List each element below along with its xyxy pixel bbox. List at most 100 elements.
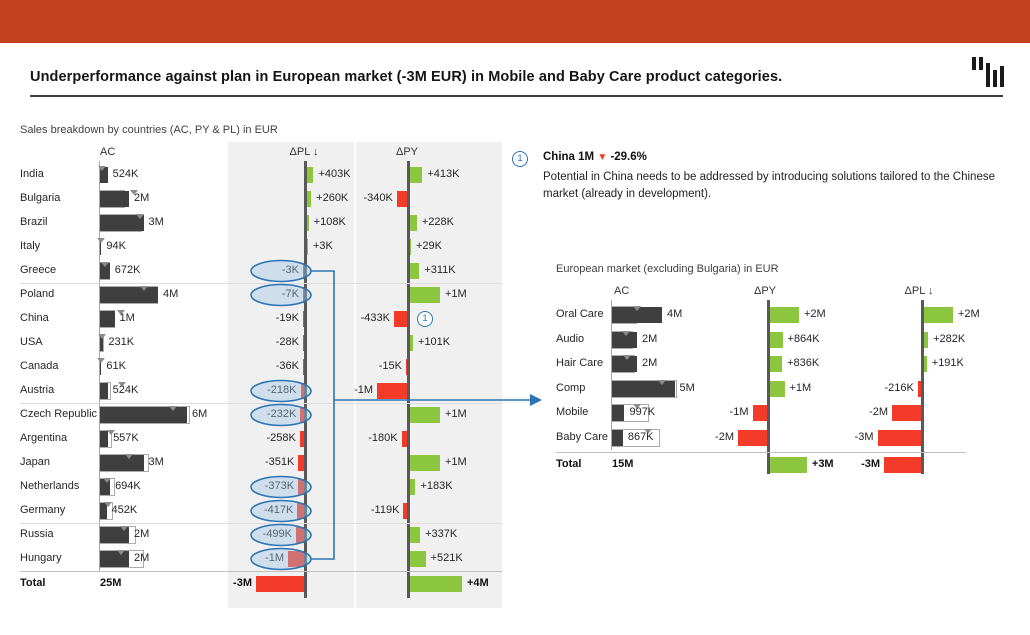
ac-value-label: 524K (112, 168, 139, 180)
delta-value-label: +836K (787, 357, 820, 369)
negative-delta-bar (299, 431, 304, 447)
detail-chart-title: European market (excluding Bulgaria) in … (556, 263, 779, 275)
actual-bar (612, 429, 623, 446)
py-marker-icon (97, 358, 106, 363)
py-marker-icon (106, 430, 115, 435)
delta-value-label: -2M (715, 430, 734, 443)
ac-value-label: 4M (667, 308, 683, 320)
column-header-dpl: ΔPL ↓ (289, 146, 319, 158)
delta-value-label: -3M (854, 430, 874, 443)
actual-bar (100, 239, 102, 255)
actual-bar (100, 359, 102, 375)
ac-value-label: 6M (192, 408, 208, 420)
page-title: Underperformance against plan in Europea… (30, 69, 783, 85)
positive-delta-bar (770, 356, 783, 372)
row-label: Austria (20, 384, 55, 396)
delta-value-label: +403K (318, 168, 351, 180)
detail-dpy-axis (767, 300, 770, 474)
delta-value-label: +183K (420, 480, 453, 492)
py-marker-icon (129, 190, 138, 195)
row-label: Mobile (556, 406, 589, 418)
group-separator (20, 403, 502, 404)
negative-delta-bar (877, 429, 921, 446)
ac-value-label: 997K (629, 406, 656, 418)
row-label: Oral Care (556, 308, 604, 320)
column-header-dpy: ΔPY (395, 146, 419, 158)
row-label: Hair Care (556, 357, 604, 369)
delta-value-label: +1M (445, 456, 467, 468)
positive-delta-bar (307, 239, 308, 255)
py-marker-icon (104, 502, 113, 507)
title-divider (30, 95, 1003, 97)
py-marker-icon (168, 406, 177, 411)
row-label: Netherlands (20, 480, 80, 492)
row-label: Italy (20, 240, 41, 252)
header-accent-bar (0, 0, 1030, 43)
ac-value-label: 694K (115, 480, 141, 492)
delta-value-label: -180K (368, 432, 398, 444)
detail-total-separator (556, 452, 966, 453)
delta-value-label: -15K (378, 360, 402, 372)
delta-value-label: +4M (467, 577, 489, 589)
delta-value-label: +413K (427, 168, 460, 180)
positive-delta-bar (307, 167, 314, 183)
row-label: China (20, 312, 49, 324)
py-marker-icon (97, 166, 106, 171)
delta-value-label: +1M (445, 408, 467, 420)
actual-bar (100, 215, 144, 231)
negative-delta-bar (288, 551, 304, 567)
annotation-headline: China 1M ▼ -29.6% (543, 151, 647, 163)
negative-delta-bar (303, 359, 304, 375)
negative-delta-bar (300, 407, 304, 423)
delta-value-label: +1M (789, 381, 812, 394)
actual-bar (100, 191, 129, 207)
positive-delta-bar (307, 191, 312, 207)
delta-value-label: -433K (360, 312, 390, 324)
negative-delta-bar (296, 527, 304, 543)
total-ac-label: 25M (100, 577, 122, 589)
positive-delta-bar (410, 479, 416, 495)
delta-value-label: +101K (418, 336, 451, 348)
detail-dpl-axis (921, 300, 924, 474)
ac-value-label: 2M (134, 192, 150, 204)
delta-value-label: -3M (233, 577, 252, 589)
dpl-axis (304, 161, 307, 598)
dpy-axis (407, 161, 410, 598)
actual-bar (100, 527, 129, 543)
delta-value-label: -3M (861, 458, 881, 470)
delta-value-label: -119K (370, 504, 400, 516)
row-label: Czech Republic (20, 408, 98, 420)
delta-value-label: -19K (275, 312, 299, 324)
annotation-body: Potential in China needs to be addressed… (543, 171, 995, 201)
py-marker-icon (632, 404, 641, 409)
positive-delta-bar (410, 167, 423, 183)
delta-value-label: -218K (267, 384, 297, 396)
delta-value-label: +2M (958, 308, 980, 320)
actual-bar (100, 335, 104, 351)
actual-bar (612, 356, 637, 372)
zebra-bi-bars-logo (972, 57, 1004, 87)
negative-delta-bar (303, 335, 304, 351)
negative-delta-bar (403, 503, 407, 519)
py-marker-icon (103, 478, 112, 483)
positive-delta-bar (770, 307, 799, 323)
ac-axis (99, 161, 100, 571)
py-marker-icon (633, 306, 641, 311)
negative-delta-bar (738, 429, 767, 446)
row-label: Brazil (20, 216, 48, 228)
negative-delta-bar (303, 311, 304, 327)
negative-delta-bar (297, 503, 304, 519)
delta-value-label: -3K (281, 264, 299, 276)
total-separator (20, 571, 502, 572)
negative-delta-bar (256, 576, 304, 592)
py-marker-icon (136, 214, 145, 219)
delta-value-label: +1M (445, 288, 467, 300)
actual-bar (100, 311, 115, 327)
positive-delta-bar (924, 331, 929, 348)
down-triangle-icon: ▼ (597, 152, 608, 163)
detail-header-dpy: ΔPY (753, 285, 777, 297)
delta-value-label: -258K (266, 432, 296, 444)
group-separator (20, 523, 502, 524)
annotation-percent: -29.6% (610, 151, 647, 163)
